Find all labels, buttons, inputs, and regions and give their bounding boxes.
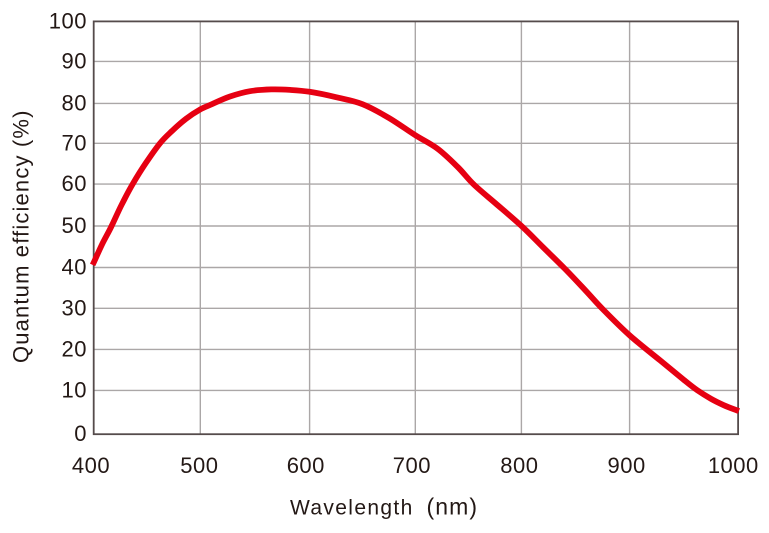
svg-text:Quantum efficiency (%): Quantum efficiency (%) — [9, 109, 34, 363]
svg-text:20: 20 — [62, 336, 87, 361]
svg-text:(nm): (nm) — [427, 494, 479, 520]
svg-text:1000: 1000 — [708, 453, 759, 478]
svg-text:700: 700 — [393, 453, 431, 478]
svg-text:30: 30 — [62, 295, 87, 320]
svg-text:900: 900 — [607, 453, 645, 478]
svg-text:600: 600 — [287, 453, 325, 478]
svg-text:400: 400 — [72, 453, 110, 478]
svg-text:0: 0 — [74, 421, 87, 446]
svg-text:90: 90 — [62, 48, 87, 73]
svg-text:Wavelength: Wavelength — [290, 497, 414, 520]
svg-text:70: 70 — [62, 130, 87, 155]
svg-text:80: 80 — [62, 90, 87, 115]
svg-text:10: 10 — [62, 377, 87, 402]
svg-text:50: 50 — [62, 213, 87, 238]
svg-text:40: 40 — [62, 255, 87, 280]
svg-text:100: 100 — [49, 8, 87, 33]
svg-text:500: 500 — [180, 453, 218, 478]
svg-text:800: 800 — [500, 453, 538, 478]
svg-text:60: 60 — [62, 171, 87, 196]
